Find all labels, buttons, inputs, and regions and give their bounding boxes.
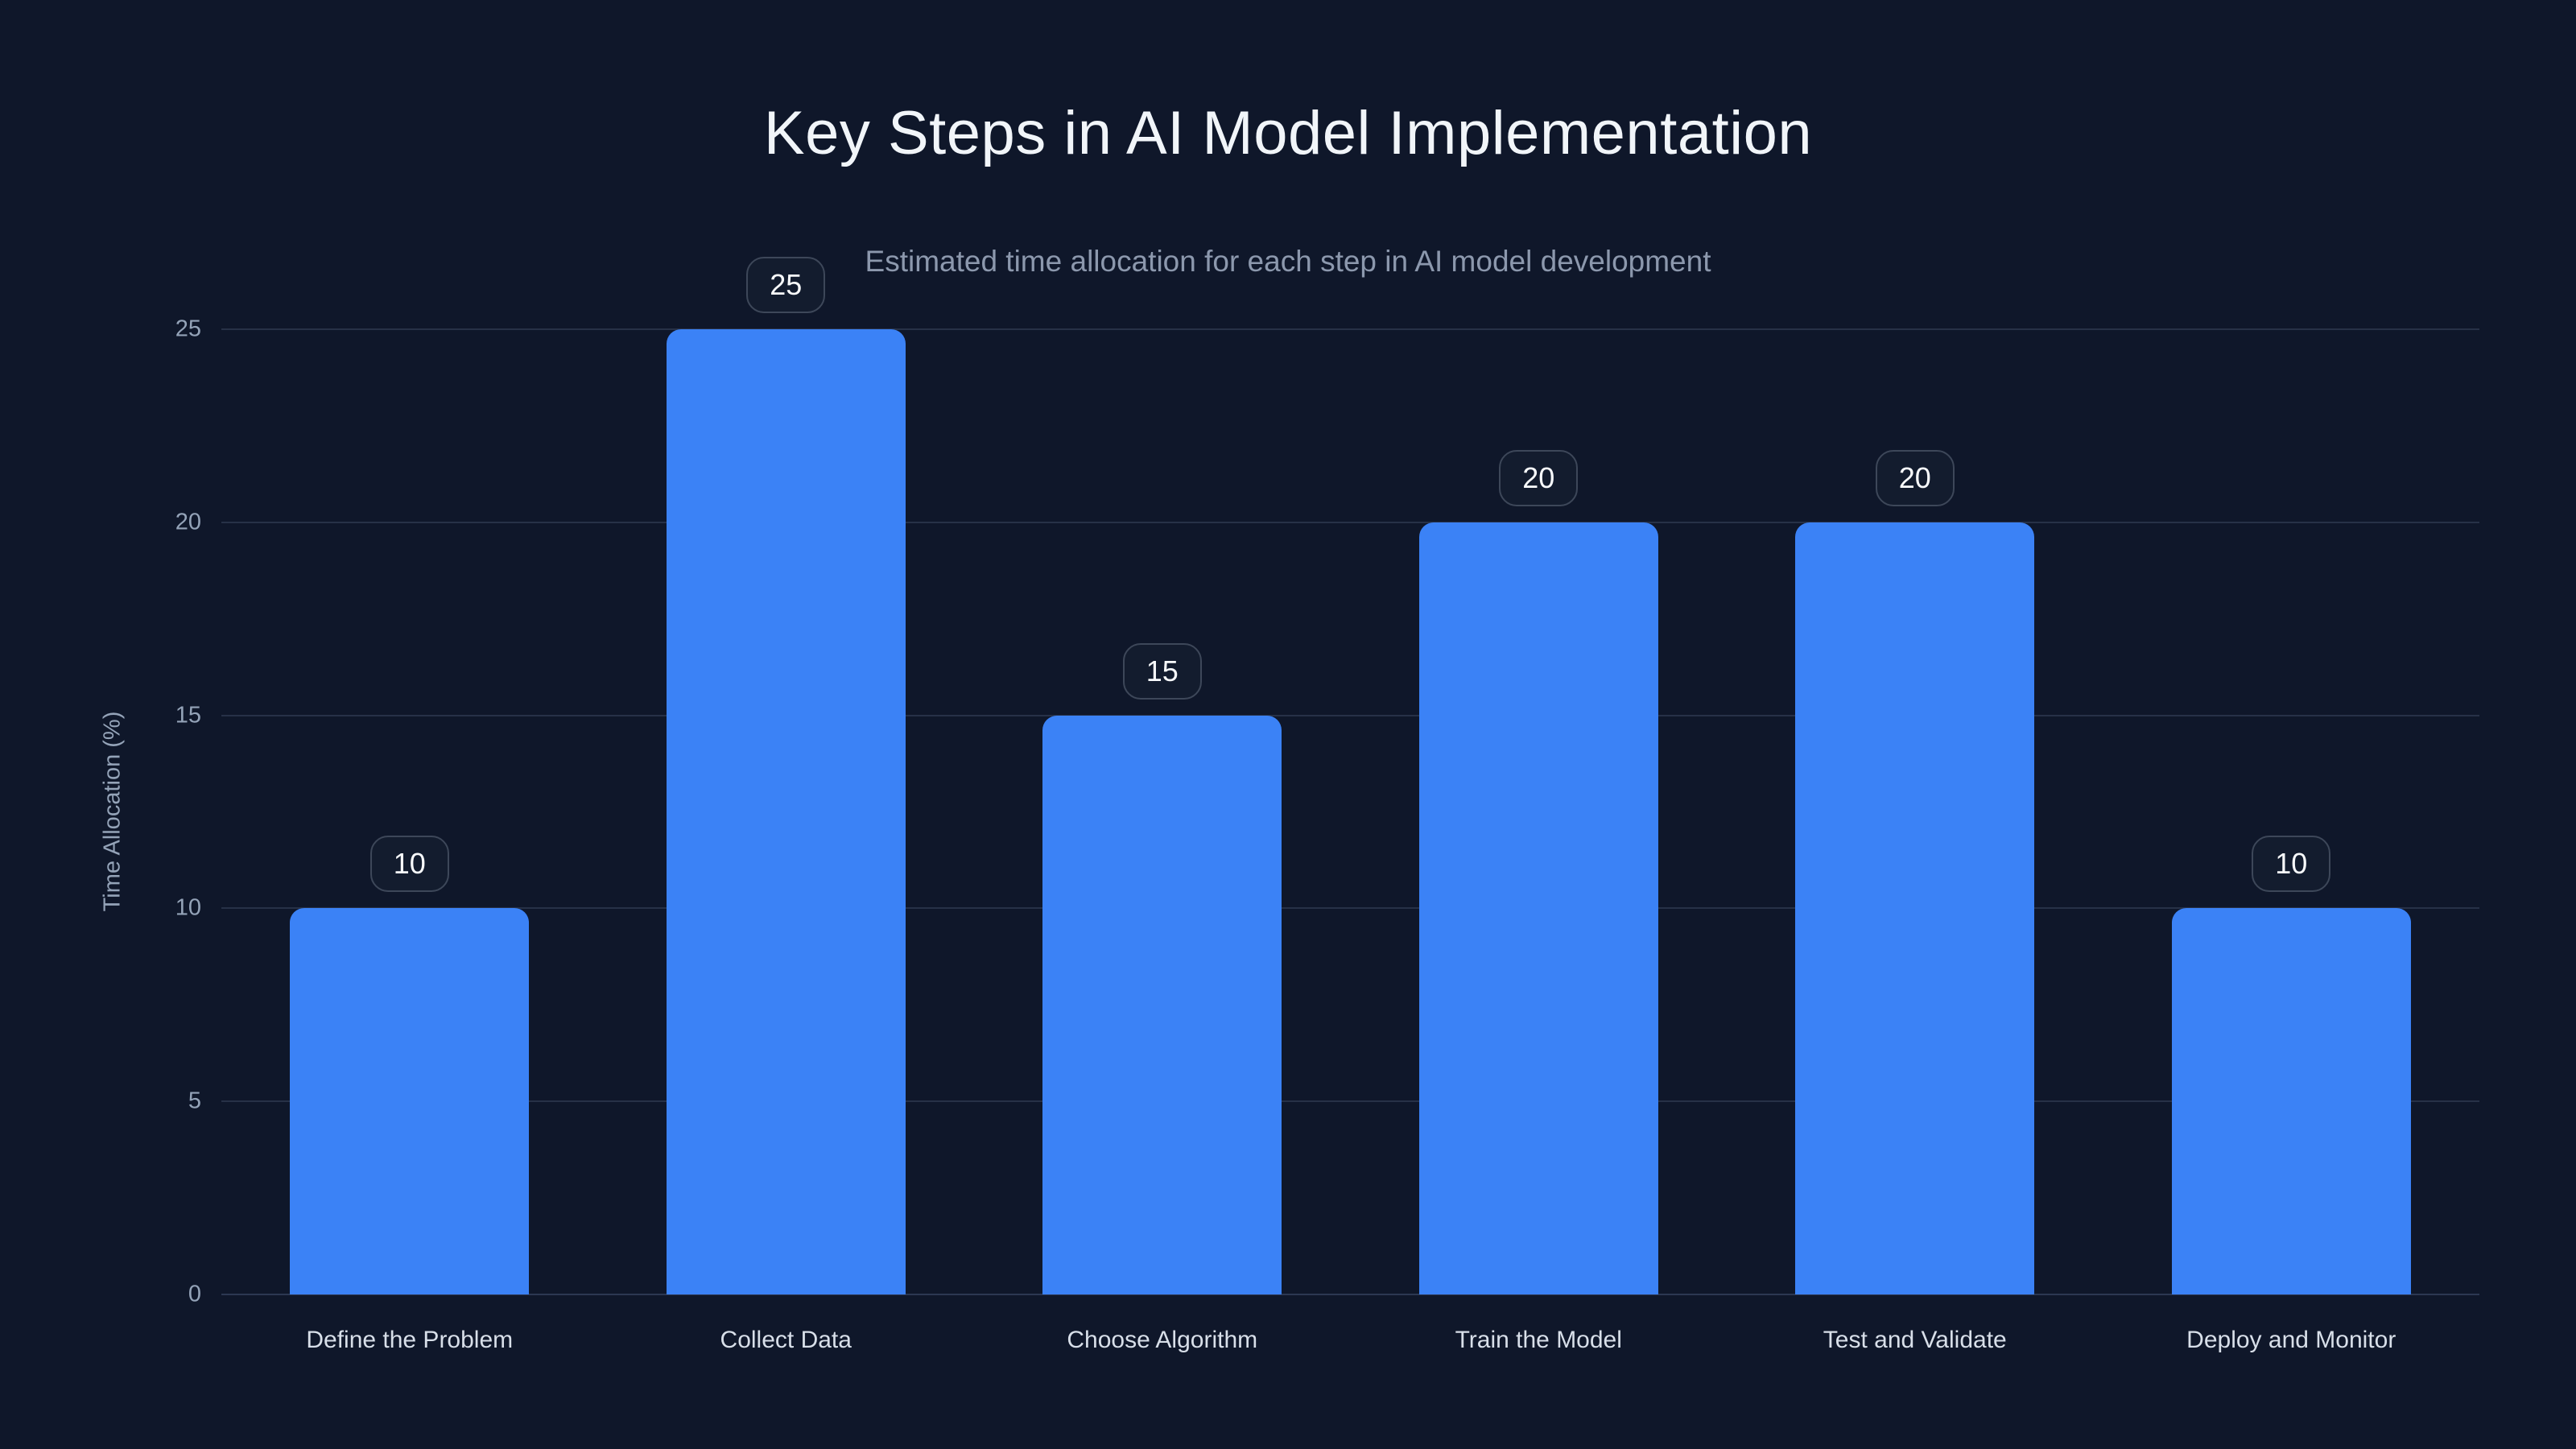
y-axis-title-text: Time Allocation (%) [99,711,126,912]
gridline-10 [221,907,2479,910]
bar-collect-data[interactable] [666,329,906,1294]
y-tick-label-20: 20 [175,509,201,535]
x-axis-label-train-the-model: Train the Model [1455,1327,1622,1353]
value-badge-train-the-model: 20 [1499,449,1579,506]
bar-test-and-validate[interactable] [1795,522,2035,1294]
gridline-0 [221,1294,2479,1295]
x-axis-label-define-the-problem: Define the Problem [306,1327,514,1353]
y-tick-label-0: 0 [188,1281,201,1307]
x-axis-label-collect-data: Collect Data [720,1327,852,1353]
value-badge-test-and-validate: 20 [1875,449,1955,506]
value-badge-deploy-and-monitor: 10 [2252,836,2331,893]
value-badge-collect-data: 25 [746,257,826,313]
gridline-20 [221,521,2479,523]
gridline-5 [221,1100,2479,1103]
y-tick-label-5: 5 [188,1088,201,1114]
value-badge-define-the-problem: 10 [369,836,449,893]
chart-title: Key Steps in AI Model Implementation [763,99,1813,167]
bar-choose-algorithm[interactable] [1042,715,1282,1294]
x-axis-label-test-and-validate: Test and Validate [1823,1327,2007,1353]
value-badge-choose-algorithm: 15 [1122,642,1202,700]
y-tick-label-15: 15 [175,702,201,729]
x-axis-label-choose-algorithm: Choose Algorithm [1067,1327,1258,1353]
bar-train-the-model[interactable] [1418,522,1658,1294]
gridline-15 [221,714,2479,716]
y-tick-label-10: 10 [175,894,201,921]
chart-subtitle: Estimated time allocation for each step … [865,245,1711,278]
bar-define-the-problem[interactable] [290,908,530,1294]
y-tick-label-25: 25 [175,316,201,342]
gridline-25 [221,328,2479,330]
bar-deploy-and-monitor[interactable] [2171,908,2411,1294]
x-axis-label-deploy-and-monitor: Deploy and Monitor [2186,1327,2396,1353]
